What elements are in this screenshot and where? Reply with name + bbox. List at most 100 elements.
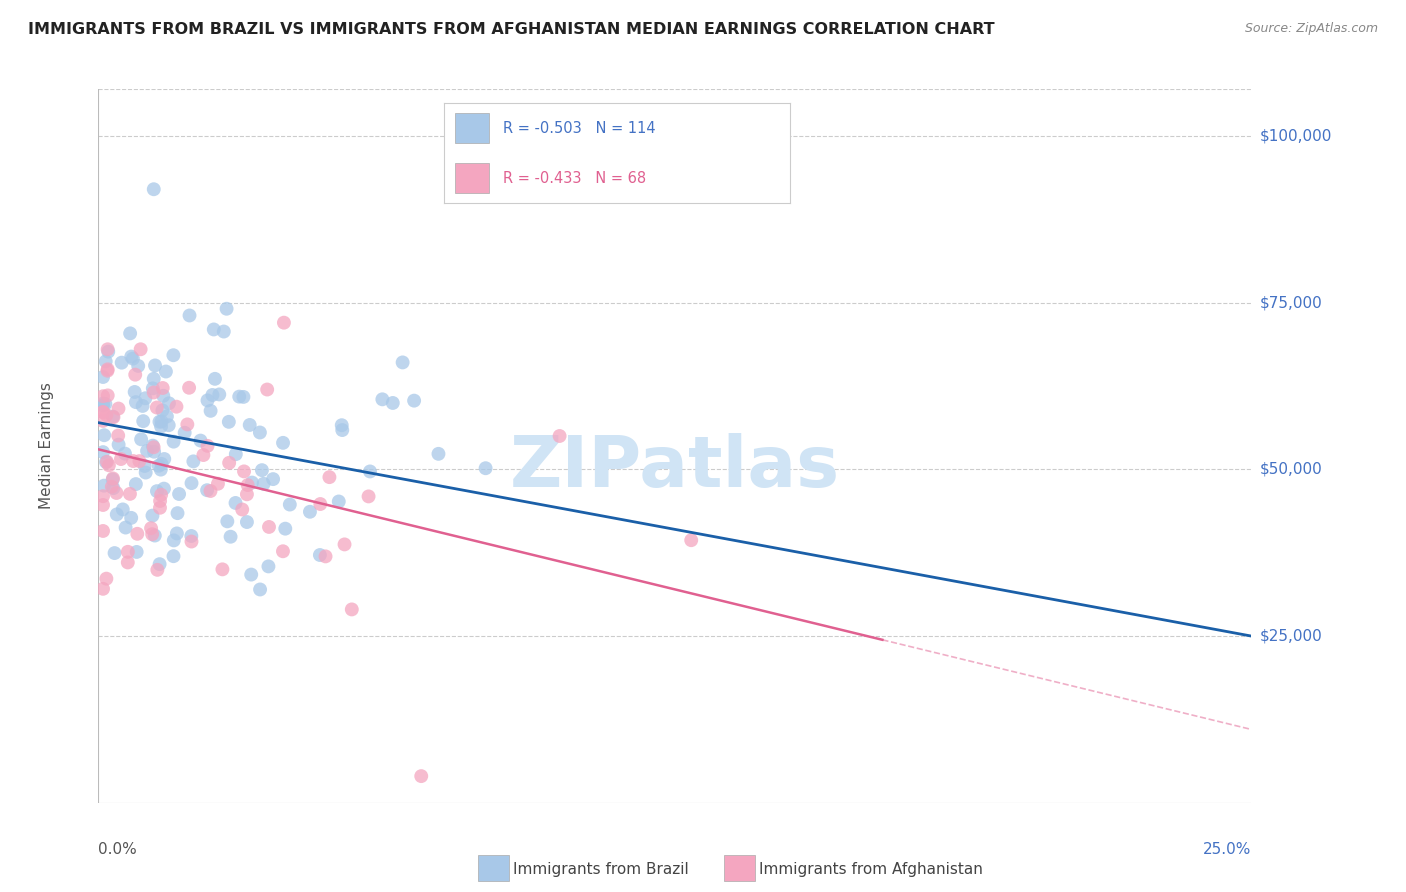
Immigrants from Afghanistan bbox=[105, 486, 128, 500]
Immigrants from Brazil bbox=[149, 557, 172, 571]
Immigrants from Brazil bbox=[330, 418, 353, 433]
Immigrants from Afghanistan bbox=[149, 500, 172, 515]
Immigrants from Afghanistan bbox=[91, 498, 114, 512]
Immigrants from Afghanistan bbox=[142, 385, 165, 400]
Text: 25.0%: 25.0% bbox=[1204, 842, 1251, 857]
Immigrants from Afghanistan bbox=[117, 556, 139, 570]
Immigrants from Brazil bbox=[94, 455, 117, 469]
Immigrants from Brazil bbox=[136, 443, 159, 458]
Immigrants from Brazil bbox=[166, 506, 188, 520]
Text: $100,000: $100,000 bbox=[1260, 128, 1331, 144]
Immigrants from Brazil bbox=[101, 473, 124, 487]
Immigrants from Brazil bbox=[120, 326, 142, 341]
Immigrants from Brazil bbox=[91, 398, 114, 412]
Immigrants from Afghanistan bbox=[236, 487, 259, 501]
Immigrants from Brazil bbox=[125, 395, 148, 409]
Text: Source: ZipAtlas.com: Source: ZipAtlas.com bbox=[1244, 22, 1378, 36]
Immigrants from Brazil bbox=[162, 549, 184, 564]
Immigrants from Brazil bbox=[391, 355, 413, 369]
Immigrants from Brazil bbox=[105, 508, 128, 522]
Immigrants from Brazil bbox=[218, 415, 240, 429]
Immigrants from Afghanistan bbox=[91, 405, 114, 419]
Immigrants from Brazil bbox=[93, 428, 115, 442]
Immigrants from Afghanistan bbox=[91, 389, 114, 403]
Immigrants from Afghanistan bbox=[96, 364, 118, 378]
Immigrants from Brazil bbox=[202, 322, 225, 336]
Text: 0.0%: 0.0% bbox=[98, 842, 138, 857]
Immigrants from Afghanistan bbox=[96, 455, 118, 469]
Immigrants from Brazil bbox=[252, 476, 274, 491]
Immigrants from Brazil bbox=[120, 350, 142, 364]
Immigrants from Brazil bbox=[225, 496, 247, 510]
Text: ZIPatlas: ZIPatlas bbox=[510, 433, 839, 502]
Immigrants from Afghanistan bbox=[149, 494, 172, 508]
Immigrants from Brazil bbox=[127, 359, 149, 373]
Immigrants from Afghanistan bbox=[150, 488, 173, 502]
Immigrants from Afghanistan bbox=[177, 381, 200, 395]
Immigrants from Afghanistan bbox=[333, 537, 356, 551]
Immigrants from Afghanistan bbox=[107, 401, 129, 416]
Immigrants from Brazil bbox=[166, 526, 188, 541]
Immigrants from Brazil bbox=[155, 365, 177, 379]
Immigrants from Afghanistan bbox=[256, 383, 278, 397]
Immigrants from Brazil bbox=[167, 487, 190, 501]
Immigrants from Afghanistan bbox=[103, 410, 125, 425]
Immigrants from Brazil bbox=[149, 462, 172, 476]
Immigrants from Brazil bbox=[150, 419, 173, 434]
Immigrants from Brazil bbox=[148, 458, 170, 473]
Text: $75,000: $75,000 bbox=[1260, 295, 1323, 310]
Immigrants from Afghanistan bbox=[207, 476, 229, 491]
Immigrants from Afghanistan bbox=[128, 454, 150, 468]
Immigrants from Brazil bbox=[219, 530, 242, 544]
Immigrants from Brazil bbox=[183, 454, 205, 468]
Immigrants from Afghanistan bbox=[357, 490, 380, 504]
Immigrants from Brazil bbox=[125, 477, 148, 491]
Immigrants from Afghanistan bbox=[197, 439, 219, 453]
Immigrants from Brazil bbox=[404, 393, 426, 408]
Immigrants from Brazil bbox=[173, 425, 195, 440]
Immigrants from Brazil bbox=[111, 356, 134, 370]
Immigrants from Brazil bbox=[236, 515, 259, 529]
Immigrants from Brazil bbox=[474, 461, 496, 475]
Immigrants from Brazil bbox=[114, 447, 136, 461]
Immigrants from Afghanistan bbox=[141, 527, 163, 541]
Immigrants from Brazil bbox=[262, 472, 284, 486]
Immigrants from Afghanistan bbox=[96, 572, 118, 586]
Immigrants from Afghanistan bbox=[193, 448, 215, 462]
Immigrants from Afghanistan bbox=[101, 480, 124, 494]
Immigrants from Afghanistan bbox=[118, 487, 141, 501]
Immigrants from Brazil bbox=[142, 182, 165, 196]
Immigrants from Brazil bbox=[156, 409, 179, 424]
Immigrants from Brazil bbox=[381, 396, 404, 410]
Immigrants from Brazil bbox=[103, 546, 125, 560]
Immigrants from Brazil bbox=[359, 465, 381, 479]
Immigrants from Brazil bbox=[232, 390, 254, 404]
Immigrants from Afghanistan bbox=[127, 526, 149, 541]
Immigrants from Brazil bbox=[215, 301, 238, 316]
Immigrants from Brazil bbox=[122, 351, 145, 366]
Immigrants from Brazil bbox=[91, 445, 114, 459]
Immigrants from Brazil bbox=[134, 458, 156, 473]
Immigrants from Afghanistan bbox=[139, 521, 162, 535]
Immigrants from Afghanistan bbox=[218, 456, 240, 470]
Immigrants from Afghanistan bbox=[91, 414, 114, 428]
Immigrants from Brazil bbox=[271, 435, 294, 450]
Immigrants from Afghanistan bbox=[97, 458, 120, 473]
Immigrants from Brazil bbox=[152, 389, 174, 403]
Immigrants from Brazil bbox=[150, 457, 173, 471]
Immigrants from Brazil bbox=[120, 511, 142, 525]
Immigrants from Afghanistan bbox=[91, 405, 114, 419]
Immigrants from Brazil bbox=[135, 466, 157, 480]
Immigrants from Afghanistan bbox=[165, 400, 187, 414]
Immigrants from Brazil bbox=[146, 484, 169, 499]
Immigrants from Brazil bbox=[179, 309, 201, 323]
Immigrants from Brazil bbox=[201, 388, 224, 402]
Text: Median Earnings: Median Earnings bbox=[39, 383, 53, 509]
Immigrants from Brazil bbox=[125, 545, 148, 559]
Immigrants from Afghanistan bbox=[681, 533, 703, 548]
Immigrants from Brazil bbox=[298, 505, 321, 519]
Immigrants from Afghanistan bbox=[146, 401, 169, 415]
Immigrants from Brazil bbox=[101, 409, 124, 424]
Immigrants from Brazil bbox=[162, 434, 184, 449]
Text: IMMIGRANTS FROM BRAZIL VS IMMIGRANTS FROM AFGHANISTAN MEDIAN EARNINGS CORRELATIO: IMMIGRANTS FROM BRAZIL VS IMMIGRANTS FRO… bbox=[28, 22, 995, 37]
